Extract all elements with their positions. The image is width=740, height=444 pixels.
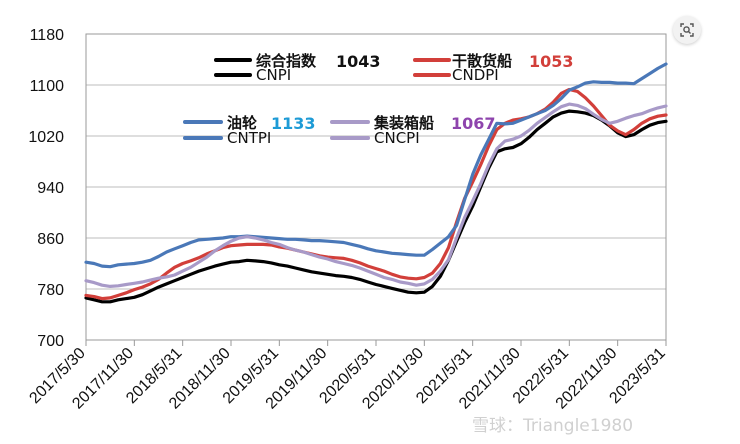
legend-value: 1067 [451,114,496,133]
y-tick-label: 940 [37,180,64,197]
legend-value: 1053 [529,52,574,71]
y-tick-label: 1100 [30,78,65,95]
series-lines [84,62,668,304]
y-tick-label: 780 [37,282,64,299]
zoom-search-icon [680,23,694,37]
legend-name: 集装箱船 [373,114,434,132]
legend-sub-name: CNPI [256,66,291,84]
legend-value: 1043 [336,52,381,71]
y-tick-label: 860 [37,231,64,248]
series-line-综合指数 [84,109,668,304]
y-tick-label: 700 [37,333,64,350]
legend-name: 综合指数 [256,52,317,70]
watermark-text: 雪球：Triangle1980 [472,416,633,436]
legend-name: 油轮 [227,114,257,132]
series-line-油轮 [84,62,668,269]
y-tick-label: 1020 [28,129,64,146]
legend-name: 干散货船 [452,52,512,70]
y-tick-label: 1180 [30,27,65,44]
legend-sub-name: CNDPI [452,66,499,84]
series-line-集装箱船 [84,102,668,288]
gridlines [86,84,666,290]
legend-sub-name: CNTPI [227,129,271,147]
legend-value: 1133 [271,114,316,133]
legend-sub-name: CNCPI [374,129,420,147]
zoom-button[interactable] [673,16,701,44]
